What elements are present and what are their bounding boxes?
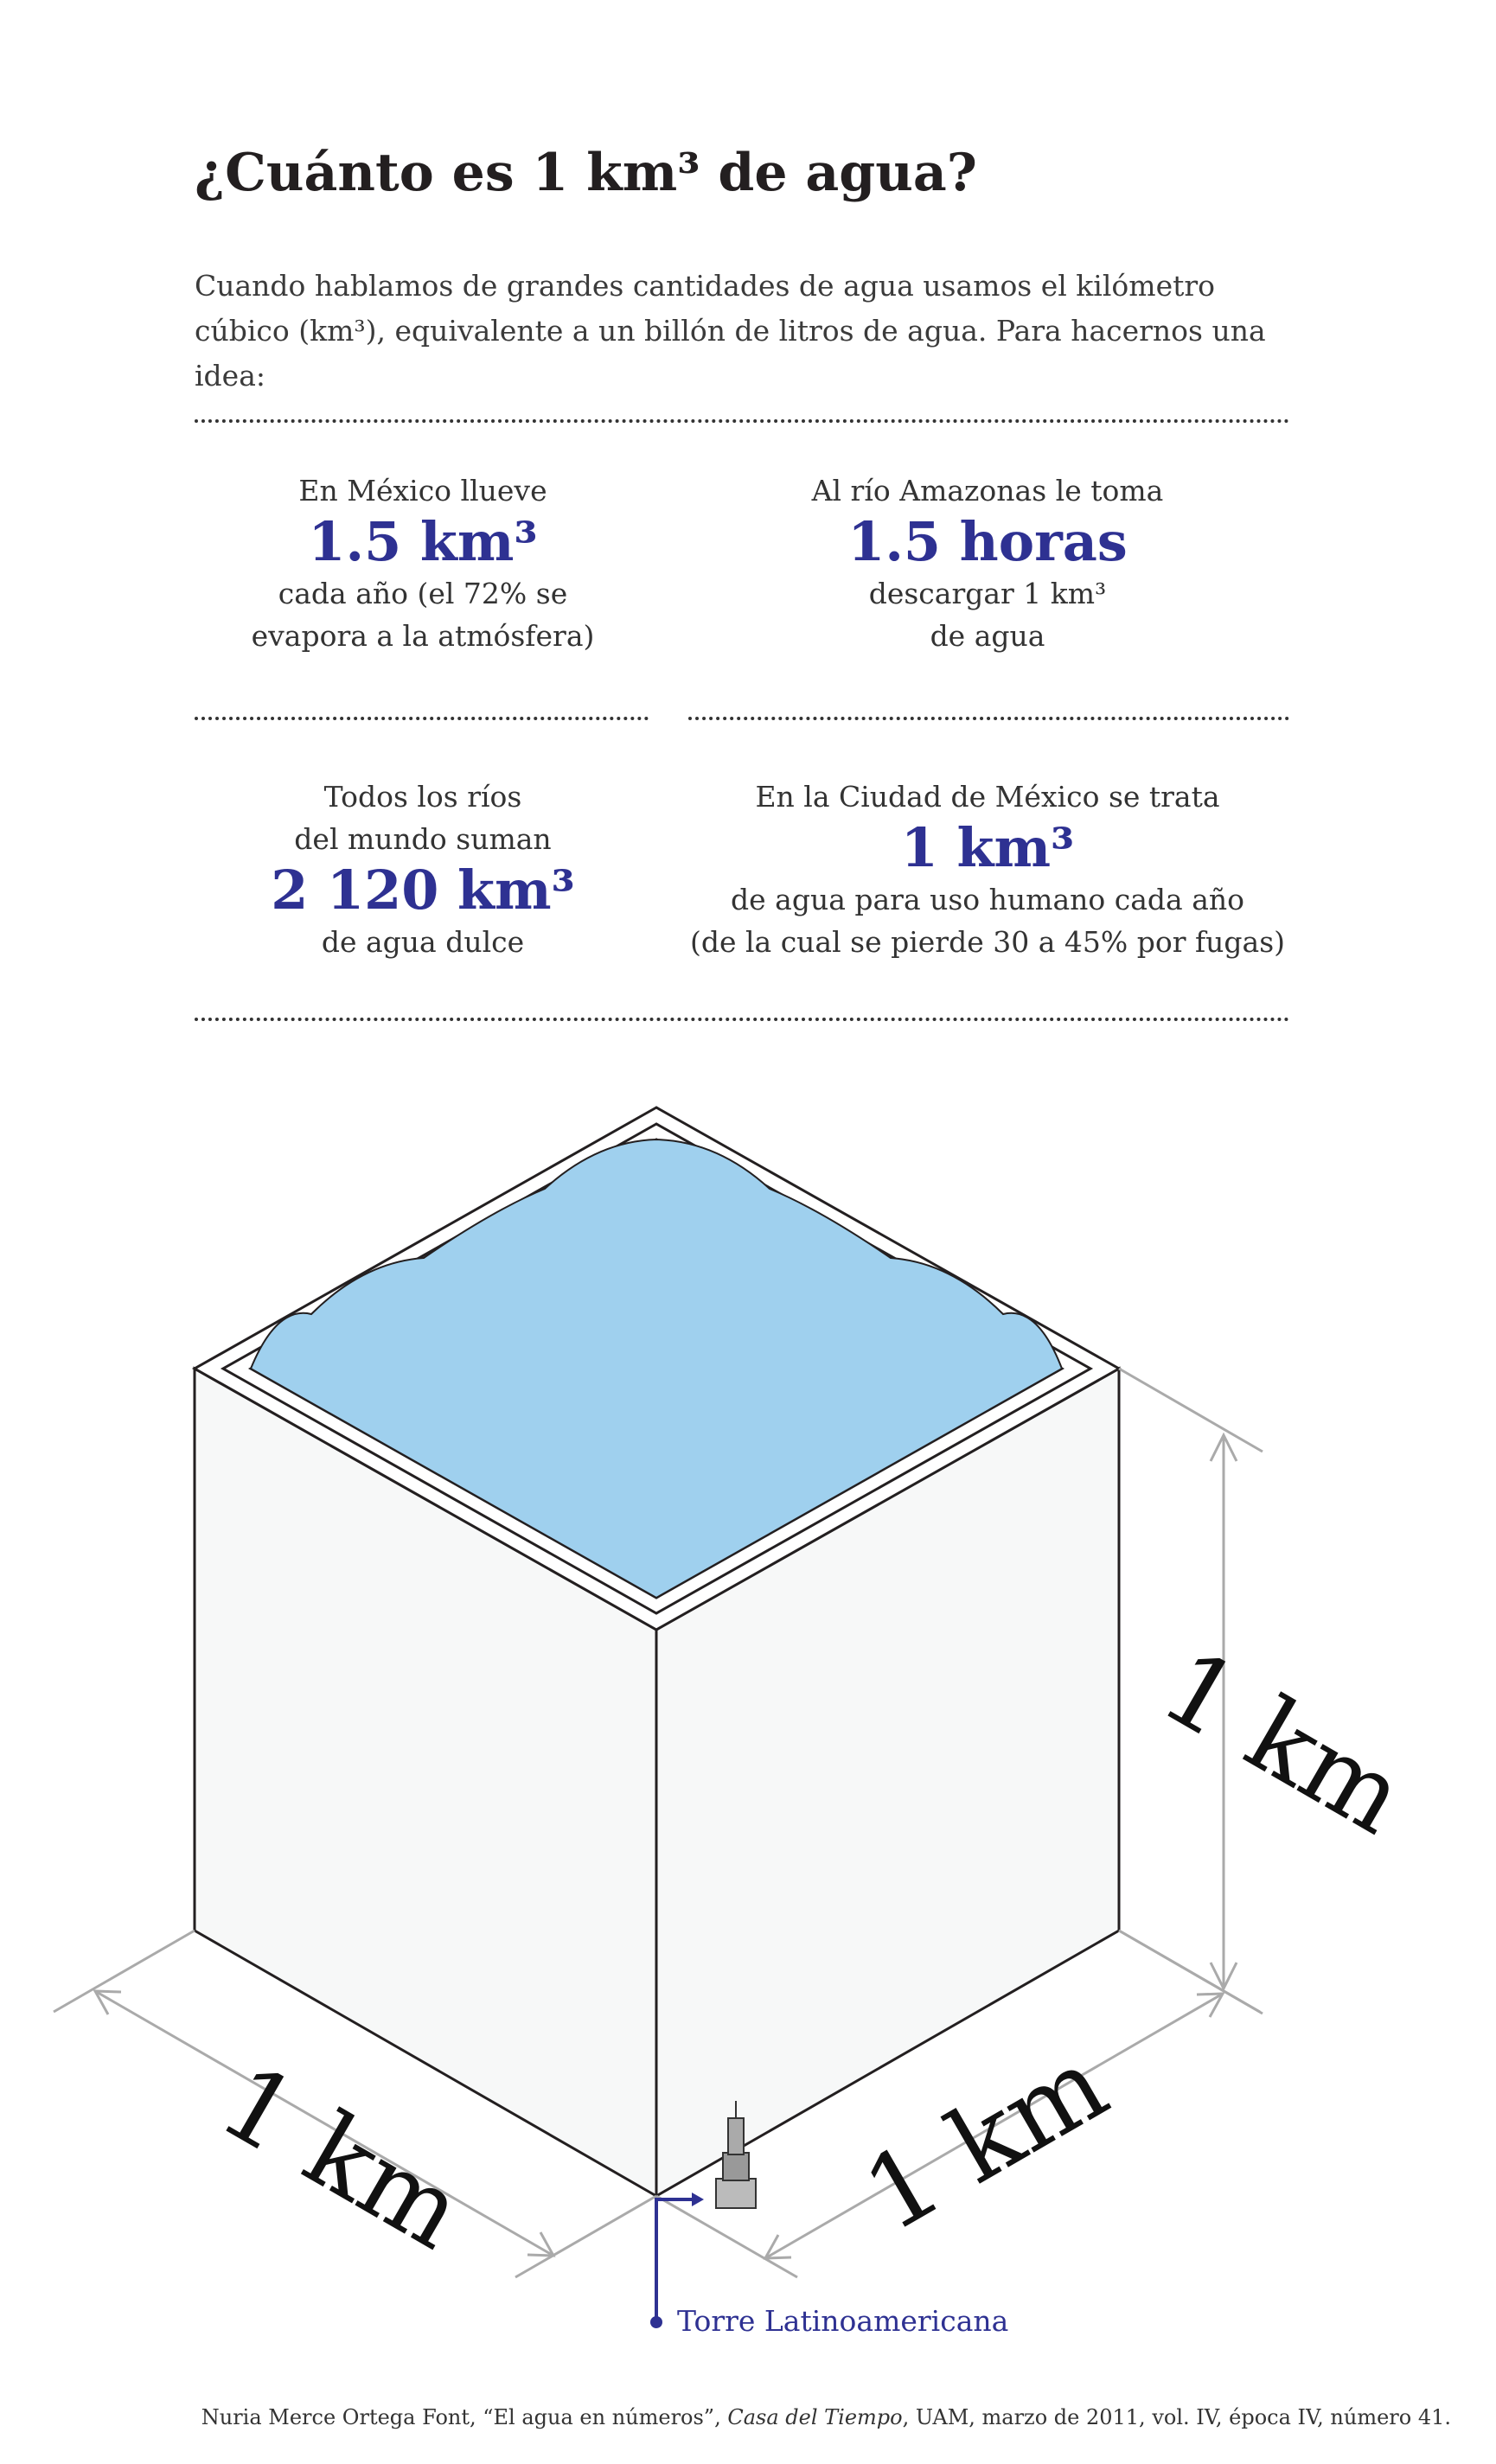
title: ¿Cuánto es 1 km³ de agua? (195, 143, 977, 203)
fact-text: cada año (el 72% se (278, 577, 568, 610)
fact-text: descargar 1 km³ (868, 577, 1107, 610)
fact: Al río Amazonas le toma 1.5 horas descarga… (659, 469, 1316, 657)
fact-value: 1 km³ (900, 816, 1075, 879)
fact-text: evapora a la atmósfera) (251, 619, 595, 653)
fact: En México llueve 1.5 km³ cada año (el 72% … (94, 469, 751, 657)
fact-text: de agua (930, 619, 1045, 653)
divider (195, 419, 1289, 423)
water (249, 1138, 1064, 1599)
height-label: 1 km (1143, 1626, 1424, 1858)
landmark-dot (650, 2316, 662, 2328)
landmark-label: Torre Latinoamericana (677, 2304, 1008, 2338)
intro: Cuando hablamos de grandes cantidades de… (195, 269, 1266, 393)
fact-value: 1.5 km³ (308, 510, 538, 573)
tower-icon (715, 2101, 757, 2209)
divider (195, 1018, 1289, 1021)
fact-value: 1.5 horas (847, 510, 1128, 573)
fact-text: Todos los ríos (323, 780, 522, 814)
source-part: Casa del Tiempo (727, 2405, 903, 2429)
source: Nuria Merce Ortega Font, “El agua en núm… (201, 2405, 1451, 2429)
dimension-lines (53, 1367, 1263, 2279)
fact-text: (de la cual se pierde 30 a 45% por fugas… (689, 925, 1286, 959)
divider (688, 717, 1289, 720)
source-part: , UAM, marzo de 2011, vol. IV, época IV,… (902, 2405, 1451, 2429)
fact: Todos los ríos del mundo suman 2 120 km³ de… (94, 776, 751, 963)
divider (195, 717, 649, 720)
source-part: Nuria Merce Ortega Font, “El agua en núm… (201, 2405, 728, 2429)
fact-value: 2 120 km³ (271, 859, 575, 922)
fact-text: En la Ciudad de México se trata (755, 780, 1220, 814)
fact: En la Ciudad de México se trata 1 km³ de a… (659, 776, 1316, 963)
fact-text: de agua dulce (321, 925, 525, 959)
width-label: 1 km (201, 2041, 483, 2273)
fact-text: Al río Amazonas le toma (811, 474, 1164, 507)
fact-text: En México llueve (298, 474, 547, 507)
fact-text: del mundo suman (294, 822, 552, 856)
fact-text: de agua para uso humano cada año (731, 883, 1244, 916)
landmark-pointer (655, 2198, 692, 2320)
landmark-pointer-arrow (692, 2193, 704, 2206)
